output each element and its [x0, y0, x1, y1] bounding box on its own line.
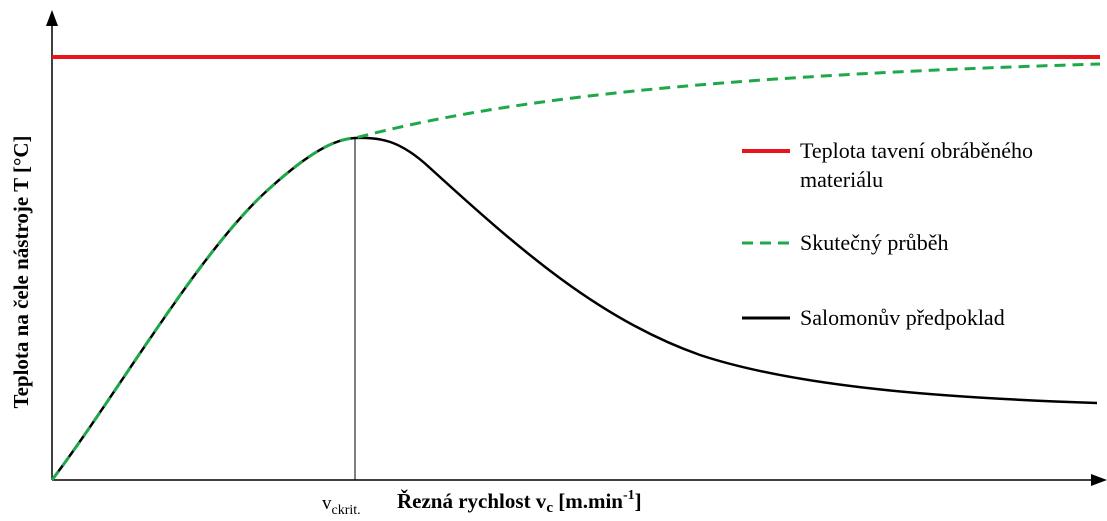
- salomon-curve: [51, 136, 1098, 481]
- critical-sub: ckrit.: [332, 503, 361, 518]
- legend-label: Teplota tavení obráběného: [800, 138, 1033, 163]
- x-label-main: Řezná rychlost v: [397, 489, 547, 513]
- y-axis-label: Teplota na čele nástroje T [°C]: [9, 135, 33, 408]
- legend-label: Salomonův předpoklad: [800, 305, 1005, 330]
- x-label-sup: -1: [623, 488, 635, 503]
- y-arrow: [46, 10, 58, 26]
- critical-main: v: [322, 493, 332, 514]
- x-label-sub: c: [546, 500, 553, 516]
- x-label-close: ]: [635, 489, 642, 513]
- critical-label: vckrit.: [322, 493, 361, 518]
- legend-label: materiálu: [800, 167, 883, 192]
- x-axis-label: Řezná rychlost vc [m.min-1]: [397, 488, 642, 516]
- x-arrow: [1091, 474, 1107, 486]
- real-curve: [50, 62, 1101, 481]
- x-label-unit: [m.min: [553, 489, 623, 513]
- legend-label: Skutečný průběh: [800, 230, 948, 255]
